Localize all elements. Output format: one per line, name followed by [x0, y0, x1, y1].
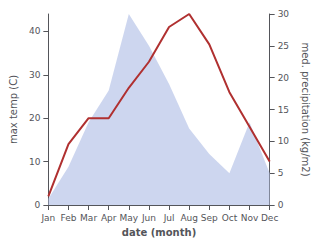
svg-text:May: May [120, 213, 139, 223]
svg-text:Feb: Feb [61, 213, 77, 223]
svg-text:Dec: Dec [261, 213, 278, 223]
svg-text:med. precipitation (kg/m2): med. precipitation (kg/m2) [300, 42, 311, 176]
svg-text:5: 5 [278, 168, 284, 178]
svg-text:Nov: Nov [241, 213, 259, 223]
svg-text:Jul: Jul [163, 213, 175, 223]
svg-text:15: 15 [278, 105, 289, 115]
svg-text:Sep: Sep [201, 213, 218, 223]
svg-text:20: 20 [29, 113, 41, 123]
svg-text:Mar: Mar [80, 213, 97, 223]
svg-text:20: 20 [278, 73, 290, 83]
svg-text:0: 0 [278, 200, 284, 210]
svg-text:25: 25 [278, 41, 289, 51]
svg-text:max temp (C): max temp (C) [8, 75, 19, 144]
svg-text:30: 30 [29, 70, 41, 80]
svg-text:date (month): date (month) [122, 227, 196, 238]
svg-text:Jun: Jun [141, 213, 156, 223]
svg-text:30: 30 [278, 9, 290, 19]
svg-text:Aug: Aug [180, 213, 198, 223]
svg-text:40: 40 [29, 26, 41, 36]
svg-text:10: 10 [278, 136, 290, 146]
svg-text:Apr: Apr [101, 213, 117, 223]
svg-text:10: 10 [29, 157, 41, 167]
svg-text:0: 0 [35, 200, 41, 210]
svg-text:Jan: Jan [40, 213, 55, 223]
svg-text:Oct: Oct [222, 213, 238, 223]
